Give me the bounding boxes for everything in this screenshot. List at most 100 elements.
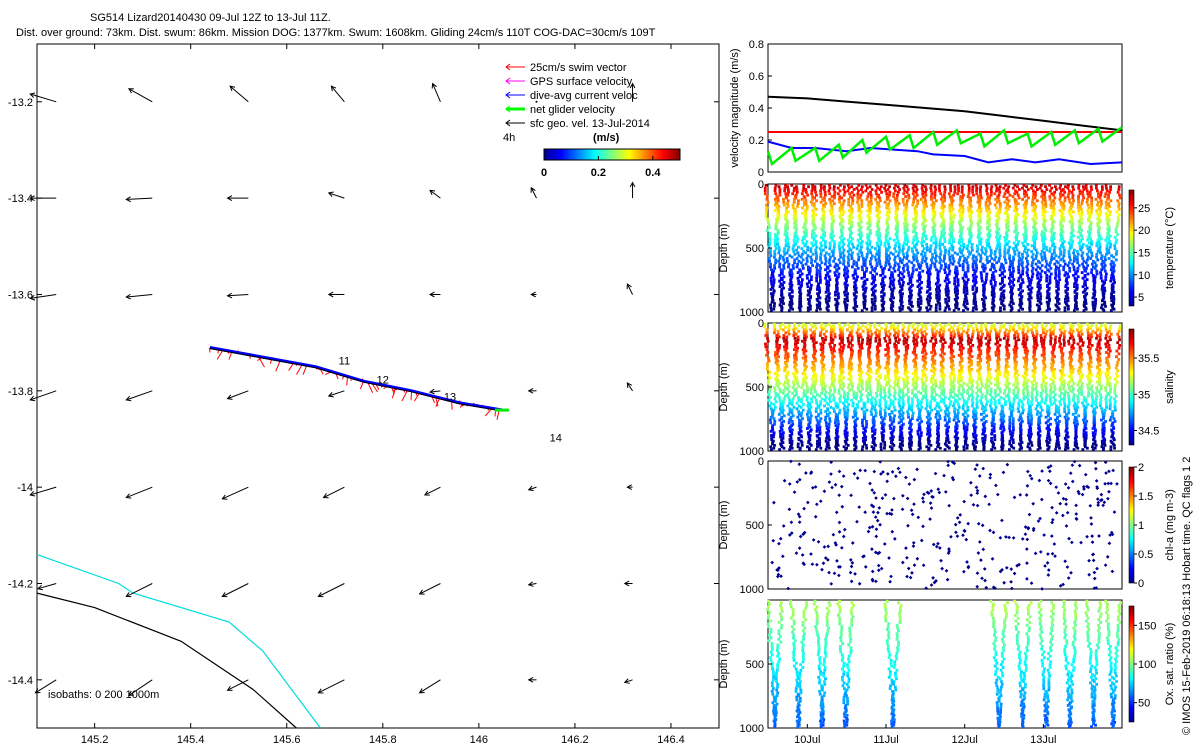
profile-point (1075, 288, 1079, 291)
profile-point (856, 252, 860, 256)
profile-point (821, 209, 825, 213)
profile-point (894, 212, 898, 215)
profile-point (1028, 282, 1032, 286)
vector-arrow (318, 679, 345, 694)
profile-point (975, 186, 979, 190)
profile-point (887, 329, 891, 333)
profile-point (778, 398, 782, 402)
profile-point (786, 382, 790, 385)
profile-point (986, 261, 989, 265)
profile-point (833, 421, 837, 425)
map-colorbar-ticks: 0 0.2 0.4 (541, 156, 661, 179)
profile-point (1019, 275, 1023, 279)
profile-point (883, 386, 887, 390)
profile-point (897, 243, 901, 246)
profile-point (870, 412, 874, 416)
profile-point (901, 258, 905, 262)
profile-point (794, 332, 798, 336)
profile-point (1066, 296, 1070, 300)
profile-point (867, 217, 871, 221)
profile-point (841, 240, 845, 243)
vector-arrow (528, 486, 537, 491)
profile-point (872, 417, 876, 421)
profile-point (1023, 213, 1027, 217)
profile-point (798, 300, 802, 304)
profile-point (1090, 251, 1094, 255)
profile-point (990, 285, 994, 289)
profile-point (1057, 255, 1061, 259)
profile-point (1015, 248, 1019, 252)
track-line (209, 347, 503, 412)
profile-point (860, 382, 864, 385)
profile-point (787, 379, 790, 382)
profile-point (804, 216, 808, 220)
profile-point (860, 245, 863, 249)
profile-point (1059, 200, 1063, 204)
profile-point (969, 231, 973, 235)
profile-point (838, 209, 842, 213)
profile-point (852, 193, 856, 197)
profile-point (874, 192, 878, 196)
profile-point (857, 352, 861, 356)
profile-point (860, 309, 864, 312)
profile-point (854, 446, 858, 450)
profile-point (1052, 231, 1056, 235)
profile-point (835, 285, 838, 289)
profile-point (838, 377, 842, 381)
colorbar-tick-label: 0 (541, 167, 547, 179)
profile-point (841, 349, 844, 353)
profile-point (769, 309, 773, 312)
profile-point (838, 189, 842, 193)
profile-point (882, 300, 886, 304)
profile-point (870, 401, 874, 405)
profile-point (885, 203, 889, 207)
profile-point (878, 373, 882, 377)
profile-point (889, 427, 892, 430)
profile-point (777, 365, 780, 368)
profile-point (784, 183, 787, 187)
profile-point (917, 297, 920, 301)
profile-point (949, 230, 953, 234)
profile-point (1071, 228, 1075, 232)
profile-point (809, 250, 813, 253)
profile-point (1049, 261, 1052, 265)
profile-point (776, 243, 779, 246)
profile-point (896, 220, 900, 224)
profile-point (979, 207, 983, 211)
profile-point (1079, 216, 1083, 220)
profile-point (823, 234, 827, 238)
isobaths-label: isobaths: 0 200 1000m (48, 689, 159, 701)
profile-point (787, 262, 791, 266)
profile-point (1051, 212, 1055, 215)
profile-point (991, 300, 995, 304)
profile-point (776, 379, 780, 382)
profile-point (924, 199, 927, 203)
profile-point (968, 233, 972, 236)
profile-point (837, 380, 841, 384)
profile-point (1035, 251, 1039, 255)
profile-point (1024, 207, 1028, 211)
profile-point (1043, 190, 1047, 194)
profile-point (894, 244, 897, 248)
profile-point (799, 293, 802, 297)
profile-point (859, 335, 863, 339)
profile-point (885, 230, 889, 234)
profile-point (1005, 237, 1008, 241)
profile-point (788, 254, 792, 258)
profile-point (996, 231, 1000, 235)
profile-point (804, 355, 808, 359)
profile-point (771, 439, 775, 443)
profile-point (802, 352, 806, 356)
profile-point (928, 288, 932, 291)
profile-point (888, 332, 892, 336)
profile-point (822, 376, 825, 380)
profile-point (977, 214, 981, 218)
profile-point (812, 202, 816, 205)
profile-point (1033, 241, 1036, 245)
profile-point (831, 362, 835, 366)
profile-point (827, 443, 830, 447)
profile-point (780, 439, 784, 443)
profile-point (1118, 193, 1121, 197)
profile-point (868, 224, 871, 228)
vector-arrow (429, 189, 441, 199)
